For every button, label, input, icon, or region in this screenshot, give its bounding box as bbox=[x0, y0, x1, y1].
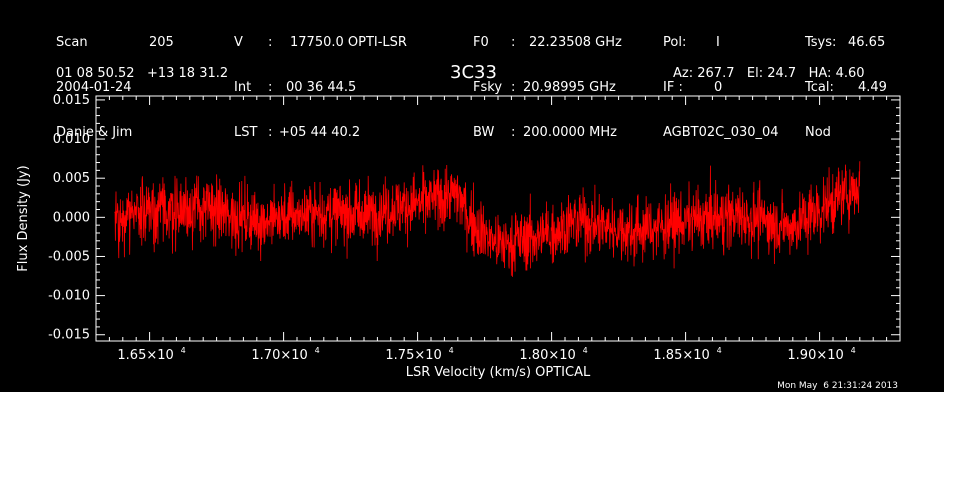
x-tick-label: 1.90×10 4 bbox=[787, 346, 855, 363]
header-pol-block: Pol: I IF : 0 AGBT02C_030_04 bbox=[663, 5, 779, 170]
y-tick-label: 0.005 bbox=[53, 171, 90, 186]
f0-label: F0 bbox=[473, 35, 489, 50]
svg-text:4: 4 bbox=[181, 346, 186, 355]
y-tick-label: 0.010 bbox=[53, 132, 90, 147]
svg-text:1.70×10: 1.70×10 bbox=[251, 348, 307, 363]
svg-text:4: 4 bbox=[583, 346, 588, 355]
lst-label: LST bbox=[234, 125, 258, 140]
x-axis-label: LSR Velocity (km/s) OPTICAL bbox=[406, 365, 591, 380]
if-label: IF : bbox=[663, 80, 683, 95]
svg-text:4: 4 bbox=[851, 346, 856, 355]
tsys-label: Tsys: bbox=[805, 35, 837, 50]
scan-value: 205 bbox=[149, 35, 174, 50]
int-label: Int bbox=[234, 80, 252, 95]
x-tick-label: 1.70×10 4 bbox=[251, 346, 319, 363]
int-value: 00 36 44.5 bbox=[286, 80, 357, 95]
scan-label: Scan bbox=[56, 35, 88, 50]
fsky-value: 20.98995 GHz bbox=[523, 80, 616, 95]
svg-text:1.75×10: 1.75×10 bbox=[385, 348, 441, 363]
spectrum-trace-layer bbox=[114, 161, 861, 277]
svg-text:4: 4 bbox=[315, 346, 320, 355]
x-axis-ticks: 1.65×10 4 1.70×10 4 1.75×10 4 1.80×10 4 1.85×10 4… bbox=[95, 96, 901, 363]
bw-value: 200.0000 MHz bbox=[523, 125, 617, 140]
spectrum-chart: 0.015 0.010 0.005 0.000 -0.005 -0.010 -0.015 1… bbox=[16, 93, 901, 380]
observing-mode: Nod bbox=[805, 125, 831, 140]
header-scan-block: Scan 205 2004-01-24 Danie & Jim bbox=[56, 5, 174, 170]
v-value: 17750.0 OPTI-LSR bbox=[290, 35, 407, 50]
x-tick-label: 1.85×10 4 bbox=[653, 346, 721, 363]
pol-label: Pol: bbox=[663, 35, 687, 50]
header-velocity-block: V:17750.0 OPTI-LSR Int:00 36 44.5 LST: +0… bbox=[234, 35, 407, 140]
y-tick-label: -0.010 bbox=[48, 289, 90, 304]
bw-label: BW bbox=[473, 125, 495, 140]
az-el-ha: Az: 267.7 El: 24.7 HA: 4.60 bbox=[673, 66, 865, 81]
if-value: 0 bbox=[714, 80, 723, 95]
y-tick-label: -0.015 bbox=[48, 328, 90, 343]
az-label: Az: bbox=[673, 66, 694, 81]
x-tick-label: 1.80×10 4 bbox=[519, 346, 587, 363]
tcal-label: Tcal: bbox=[805, 80, 834, 95]
f0-value: 22.23508 GHz bbox=[529, 35, 622, 50]
tsys-value: 46.65 bbox=[848, 35, 886, 50]
el-label: El: bbox=[746, 66, 764, 81]
plot-timestamp: Mon May 6 21:31:24 2013 bbox=[777, 381, 898, 391]
date: 2004-01-24 bbox=[56, 80, 132, 95]
el-value: 24.7 bbox=[767, 66, 797, 81]
lst-value: +05 44 40.2 bbox=[279, 125, 361, 140]
y-tick-label: 0.000 bbox=[53, 210, 90, 225]
svg-text:1.65×10: 1.65×10 bbox=[117, 348, 173, 363]
plot-window: Scan 205 2004-01-24 Danie & Jim V:17750.0… bbox=[0, 0, 944, 392]
svg-text:1.80×10: 1.80×10 bbox=[519, 348, 575, 363]
source-name: 3C33 bbox=[450, 62, 497, 83]
y-axis-ticks: 0.015 0.010 0.005 0.000 -0.005 -0.010 -0.015 bbox=[48, 93, 900, 343]
ha-value: 4.60 bbox=[835, 66, 865, 81]
pol-value: I bbox=[716, 35, 720, 50]
fsky-label: Fsky bbox=[473, 80, 503, 95]
y-tick-label: -0.005 bbox=[48, 249, 90, 264]
svg-text:4: 4 bbox=[717, 346, 722, 355]
spectrum-series-line bbox=[114, 161, 861, 277]
project-id: AGBT02C_030_04 bbox=[663, 125, 779, 140]
y-axis-label: Flux Density (Jy) bbox=[16, 165, 31, 271]
svg-text:4: 4 bbox=[449, 346, 454, 355]
y-tick-label: 0.015 bbox=[53, 93, 90, 108]
ha-label: HA: bbox=[808, 66, 832, 81]
x-tick-label: 1.65×10 4 bbox=[117, 346, 185, 363]
svg-text:1.85×10: 1.85×10 bbox=[653, 348, 709, 363]
source-position: 01 08 50.52 +13 18 31.2 bbox=[56, 66, 229, 81]
v-label: V bbox=[234, 35, 243, 50]
header-tsys-block: Tsys: 46.65 Tcal: 4.49 Nod bbox=[805, 5, 887, 170]
svg-text:1.90×10: 1.90×10 bbox=[787, 348, 843, 363]
tcal-value: 4.49 bbox=[858, 80, 887, 95]
observers: Danie & Jim bbox=[56, 125, 133, 140]
header-frequency-block: F0:22.23508 GHz Fsky:20.98995 GHz BW:200… bbox=[473, 35, 622, 140]
az-value: 267.7 bbox=[697, 66, 735, 81]
x-tick-label: 1.75×10 4 bbox=[385, 346, 453, 363]
